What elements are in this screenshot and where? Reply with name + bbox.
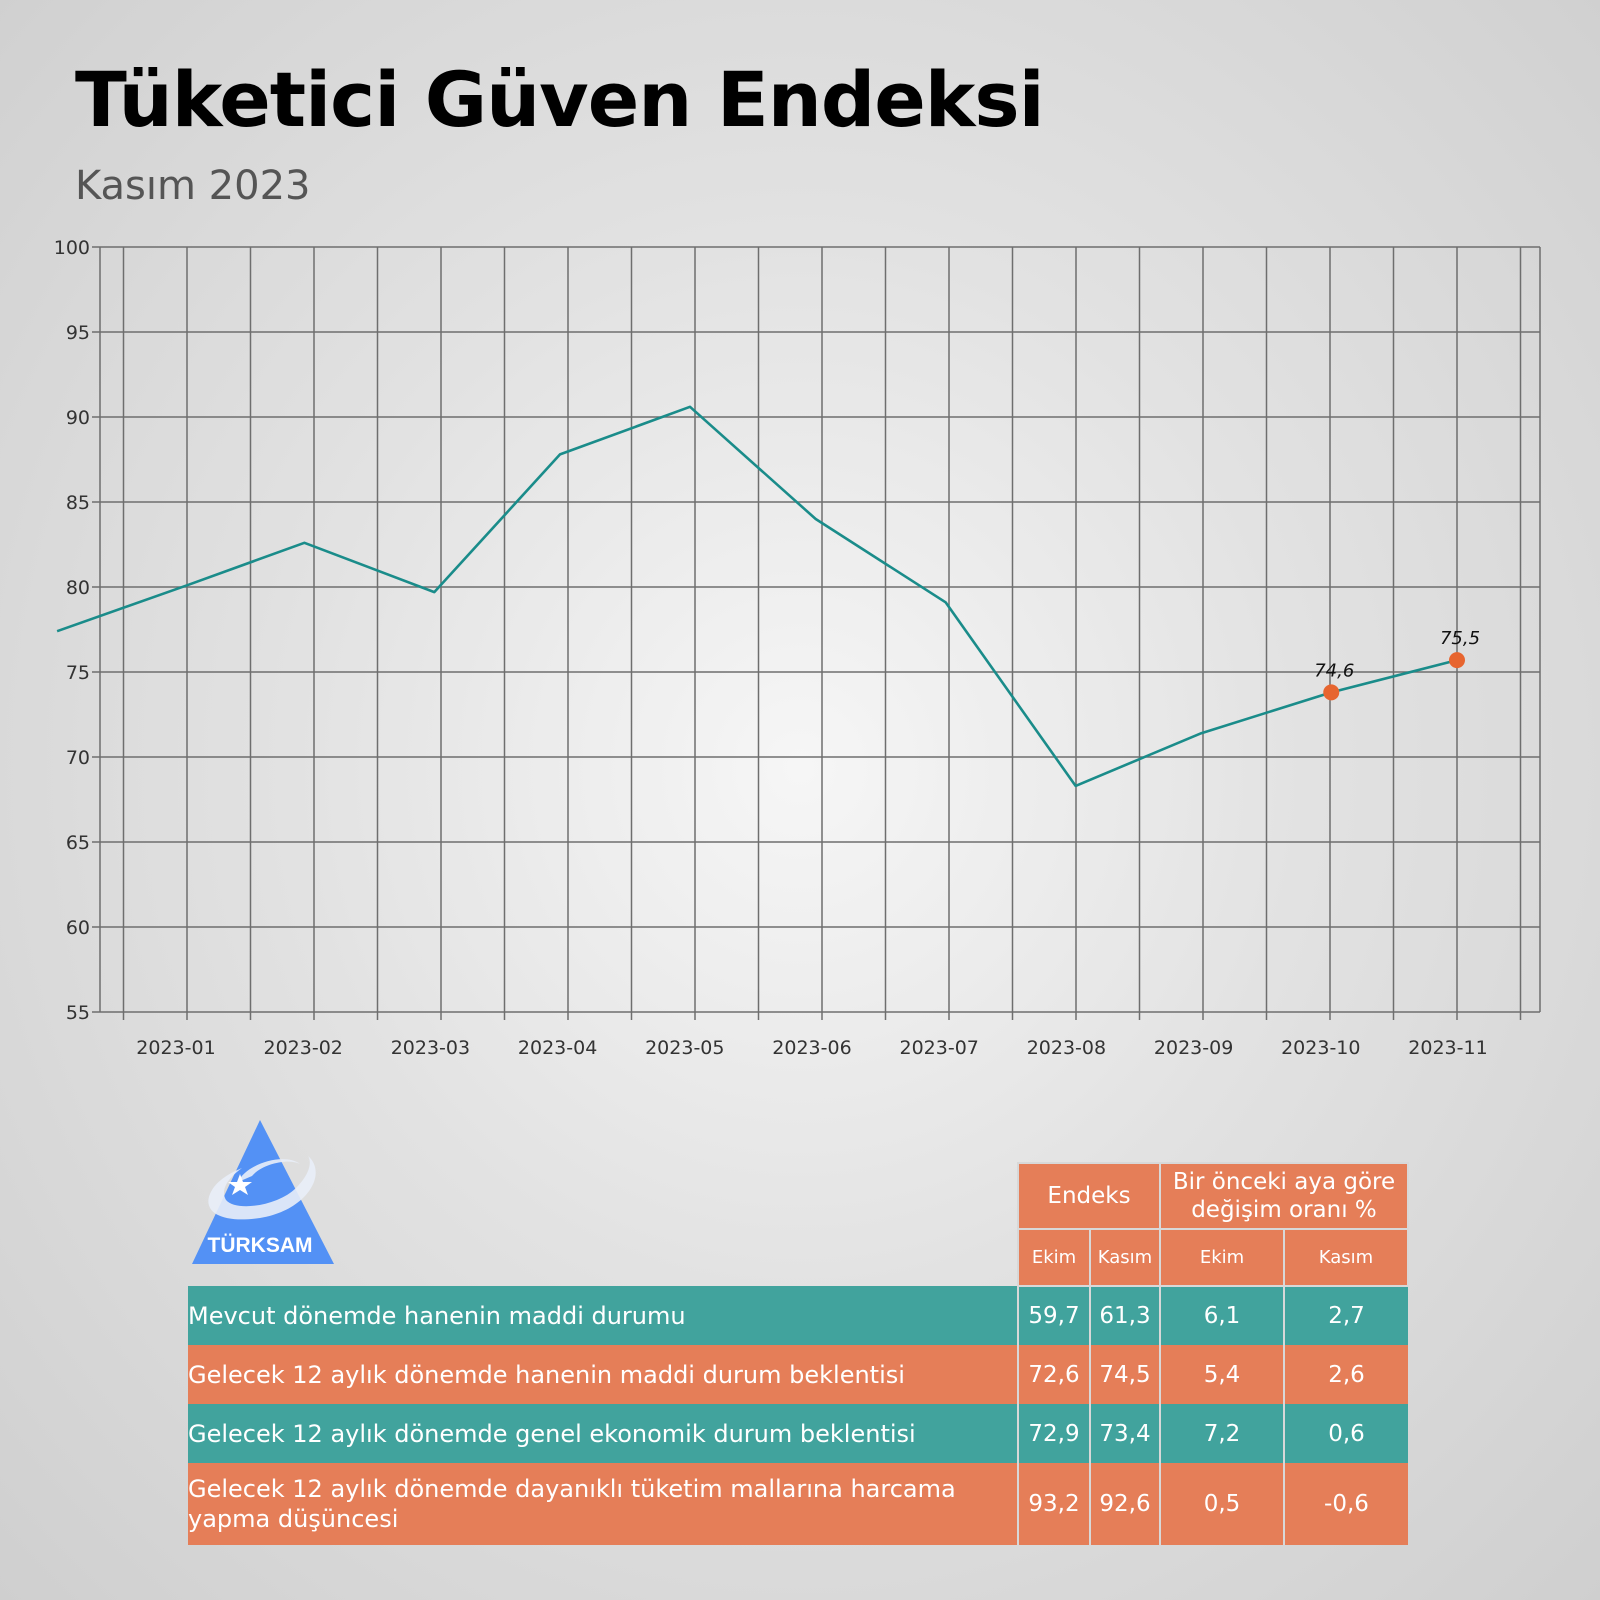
cell-value: 73,4 [1089,1404,1160,1463]
x-tick-label: 2023-05 [645,1037,724,1059]
x-axis: 2023-01 2023-02 2023-03 2023-04 2023-05 2023-… [136,1037,1487,1059]
y-tick-label: 65 [66,832,90,854]
y-tick-label: 55 [66,1002,90,1024]
turksam-logo-icon: TÜRKSAM [192,1120,334,1264]
header-endeks: Endeks [1017,1162,1161,1230]
table-row: Mevcut dönemde hanenin maddi durumu 59,7… [188,1286,1408,1345]
row-label: Mevcut dönemde hanenin maddi durumu [188,1286,1018,1345]
highlight-point [1323,684,1340,701]
cell-value: 72,6 [1017,1345,1090,1404]
subheader-kasim-change: Kasım [1283,1228,1409,1287]
row-label: Gelecek 12 aylık dönemde dayanıklı tüket… [188,1463,1018,1545]
highlight-point [1449,652,1465,669]
y-tick-label: 70 [66,747,90,769]
cell-value: 7,2 [1159,1404,1284,1463]
x-tick-label: 2023-03 [391,1037,470,1059]
page-title: Tüketici Güven Endeksi [75,55,1045,144]
cell-value: 74,5 [1089,1345,1160,1404]
table-corner [188,1163,1018,1286]
cell-value: 0,5 [1159,1463,1284,1545]
cell-value: 5,4 [1159,1345,1284,1404]
x-tick-label: 2023-08 [1027,1037,1106,1059]
cell-value: 2,7 [1283,1286,1408,1345]
stats-table: Endeks Bir önceki aya göre değişim oranı… [188,1162,1409,1545]
series-line [56,405,1458,788]
page-subtitle: Kasım 2023 [75,163,311,209]
x-tick-label: 2023-06 [772,1037,851,1059]
y-tick-label: 60 [66,917,90,939]
cell-value: 59,7 [1017,1286,1090,1345]
cell-value: 92,6 [1089,1463,1160,1545]
series-group [56,405,1458,788]
chart-grid [92,246,1541,1020]
x-tick-label: 2023-04 [518,1037,597,1059]
y-tick-label: 80 [66,577,90,599]
x-tick-label: 2023-09 [1154,1037,1233,1059]
y-axis: 100 95 90 85 80 75 70 65 60 55 [54,237,90,1024]
cell-value: -0,6 [1283,1463,1408,1545]
data-label: 75,5 [1440,628,1480,649]
x-tick-label: 2023-01 [136,1037,215,1059]
cell-value: 6,1 [1159,1286,1284,1345]
x-tick-label: 2023-02 [264,1037,343,1059]
annotations-group: 74,6 75,5 [1314,628,1480,701]
row-label: Gelecek 12 aylık dönemde hanenin maddi d… [188,1345,1018,1404]
row-label: Gelecek 12 aylık dönemde genel ekonomik … [188,1404,1018,1463]
cell-value: 61,3 [1089,1286,1160,1345]
y-tick-label: 90 [66,407,90,429]
x-tick-label: 2023-11 [1408,1037,1487,1059]
svg-text:TÜRKSAM: TÜRKSAM [208,1234,313,1257]
table-row: Gelecek 12 aylık dönemde dayanıklı tüket… [188,1463,1408,1545]
subheader-ekim-change: Ekim [1159,1228,1285,1287]
y-tick-label: 75 [66,662,90,684]
x-tick-label: 2023-10 [1281,1037,1360,1059]
subheader-kasim: Kasım [1089,1228,1161,1287]
cell-value: 72,9 [1017,1404,1090,1463]
y-tick-label: 100 [54,237,90,259]
cell-value: 0,6 [1283,1404,1408,1463]
x-tick-label: 2023-07 [900,1037,979,1059]
table-row: Gelecek 12 aylık dönemde genel ekonomik … [188,1404,1408,1463]
header-change-rate: Bir önceki aya göre değişim oranı % [1159,1162,1409,1230]
table-row: Gelecek 12 aylık dönemde hanenin maddi d… [188,1345,1408,1404]
cell-value: 93,2 [1017,1463,1090,1545]
y-tick-label: 85 [66,492,90,514]
cell-value: 2,6 [1283,1345,1408,1404]
subheader-ekim: Ekim [1017,1228,1091,1287]
y-tick-label: 95 [66,322,90,344]
data-label: 74,6 [1314,660,1354,681]
